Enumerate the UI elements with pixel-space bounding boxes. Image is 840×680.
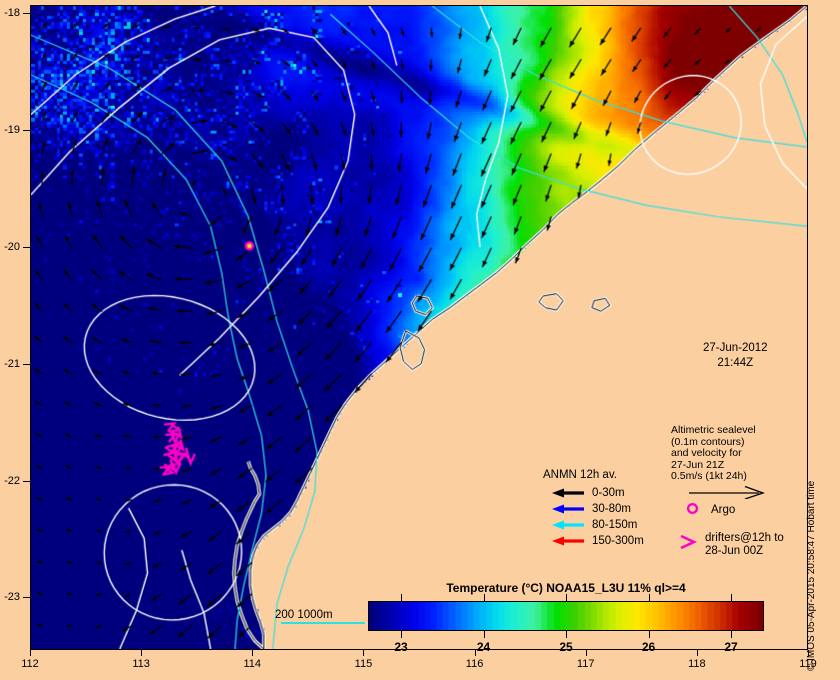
altimetry-legend-line: and velocity for xyxy=(671,447,742,460)
x-axis-tick xyxy=(141,650,143,656)
colorbar-title: Temperature (°C) NOAA15_L3U 11% ql>=4 xyxy=(446,581,686,595)
x-axis-tick-label: 115 xyxy=(354,658,373,670)
anmn-legend-item: 80-150m xyxy=(551,517,644,533)
anmn-legend-label: 150-300m xyxy=(592,535,644,547)
x-axis-tick xyxy=(30,650,31,656)
y-axis-tick xyxy=(23,246,30,248)
colorbar-tick-label: 23 xyxy=(394,640,408,654)
anmn-legend-item: 30-80m xyxy=(551,501,644,517)
x-axis-tick-label: 113 xyxy=(132,658,150,670)
x-axis-tick-label: 116 xyxy=(465,658,484,670)
x-axis-tick xyxy=(252,650,254,656)
y-axis-tick xyxy=(23,597,30,599)
y-axis-tick-label: -19 xyxy=(4,124,20,137)
colorbar-tick-label: 27 xyxy=(724,640,738,654)
argo-marker-icon xyxy=(686,502,699,518)
x-axis-tick-label: 114 xyxy=(243,658,262,670)
map-plot-area[interactable]: 27-Jun-2012 21:44Z ANMN 12h av. 0-30m xyxy=(30,5,808,650)
drifter-legend-line: drifters@12h to xyxy=(705,532,784,544)
y-axis-tick-label: -23 xyxy=(4,591,20,604)
x-axis-tick xyxy=(474,650,476,656)
acquisition-time: 21:44Z xyxy=(717,357,754,369)
colorbar-tick xyxy=(648,594,650,601)
bathymetry-legend: 200 1000m xyxy=(275,609,365,624)
arrow-icon xyxy=(551,503,585,515)
colorbar[interactable]: 23 24 25 26 27 xyxy=(368,594,764,654)
arrow-icon xyxy=(551,535,585,547)
x-axis-tick xyxy=(696,650,698,656)
colorbar-tick xyxy=(401,594,402,601)
x-axis-tick xyxy=(808,650,809,656)
colorbar-tick xyxy=(483,631,485,638)
y-axis-tick xyxy=(23,130,30,132)
arrow-icon xyxy=(551,519,585,531)
argo-legend: Argo xyxy=(686,502,735,518)
x-axis-tick xyxy=(363,650,365,656)
colorbar-tick-label: 24 xyxy=(476,640,491,654)
bathymetry-legend-swatch xyxy=(281,622,365,624)
altimetry-legend-line: 27-Jun 21Z xyxy=(671,458,725,471)
drifter-legend: drifters@12h to 28-Jun 00Z xyxy=(679,532,784,558)
bathymetry-legend-label: 200 1000m xyxy=(275,609,333,621)
colorbar-tick xyxy=(566,594,567,601)
altimetry-legend-line: (0.1m contours) xyxy=(671,435,745,448)
y-axis-tick-label: -20 xyxy=(4,240,20,253)
x-axis-tick-label: 119 xyxy=(799,658,817,670)
anmn-legend: ANMN 12h av. 0-30m 30-80m xyxy=(543,469,644,549)
colorbar-tick xyxy=(566,631,567,638)
x-axis-tick-label: 112 xyxy=(21,658,39,670)
colorbar-gradient xyxy=(368,601,764,631)
y-axis-tick-label: -21 xyxy=(4,357,20,370)
anmn-legend-title: ANMN 12h av. xyxy=(543,469,617,481)
colorbar-tick xyxy=(401,631,402,638)
x-axis-tick xyxy=(585,650,587,656)
x-axis-tick-label: 117 xyxy=(576,658,595,670)
y-axis-tick-label: -18 xyxy=(4,7,20,20)
drifter-marker-icon xyxy=(679,534,698,553)
anmn-legend-label: 30-80m xyxy=(592,503,631,515)
acquisition-timestamp: 27-Jun-2012 21:44Z xyxy=(703,341,768,371)
copyright-notice: © IMOS 05-Apr-2015 20:58:47 Hobart time xyxy=(806,480,817,671)
acquisition-date: 27-Jun-2012 xyxy=(703,342,768,354)
colorbar-tick-label: 26 xyxy=(641,640,656,654)
anmn-legend-label: 80-150m xyxy=(592,519,638,531)
y-axis-tick-label: -22 xyxy=(4,474,20,487)
drifter-legend-line: 28-Jun 00Z xyxy=(705,545,764,557)
velocity-scale-arrow-icon xyxy=(687,485,765,503)
anmn-legend-item: 0-30m xyxy=(551,485,644,501)
argo-legend-label: Argo xyxy=(711,504,736,516)
colorbar-tick xyxy=(483,594,485,601)
y-axis-tick xyxy=(23,363,30,365)
colorbar-tick xyxy=(648,631,650,638)
anmn-legend-item: 150-300m xyxy=(551,533,644,549)
altimetry-legend: Altimetric sealevel (0.1m contours) and … xyxy=(671,424,765,503)
x-axis-tick-label: 118 xyxy=(688,658,706,670)
colorbar-tick-label: 25 xyxy=(559,640,573,654)
anmn-legend-label: 0-30m xyxy=(592,487,625,499)
map-overlay-layer xyxy=(31,6,807,649)
y-axis-tick xyxy=(23,13,30,15)
arrow-icon xyxy=(551,487,585,499)
colorbar-tick xyxy=(731,594,732,601)
colorbar-tick xyxy=(731,631,732,638)
altimetry-legend-line: 0.5m/s (1kt 24h) xyxy=(671,470,747,483)
altimetry-legend-line: Altimetric sealevel xyxy=(671,424,756,436)
y-axis-tick xyxy=(23,480,30,482)
